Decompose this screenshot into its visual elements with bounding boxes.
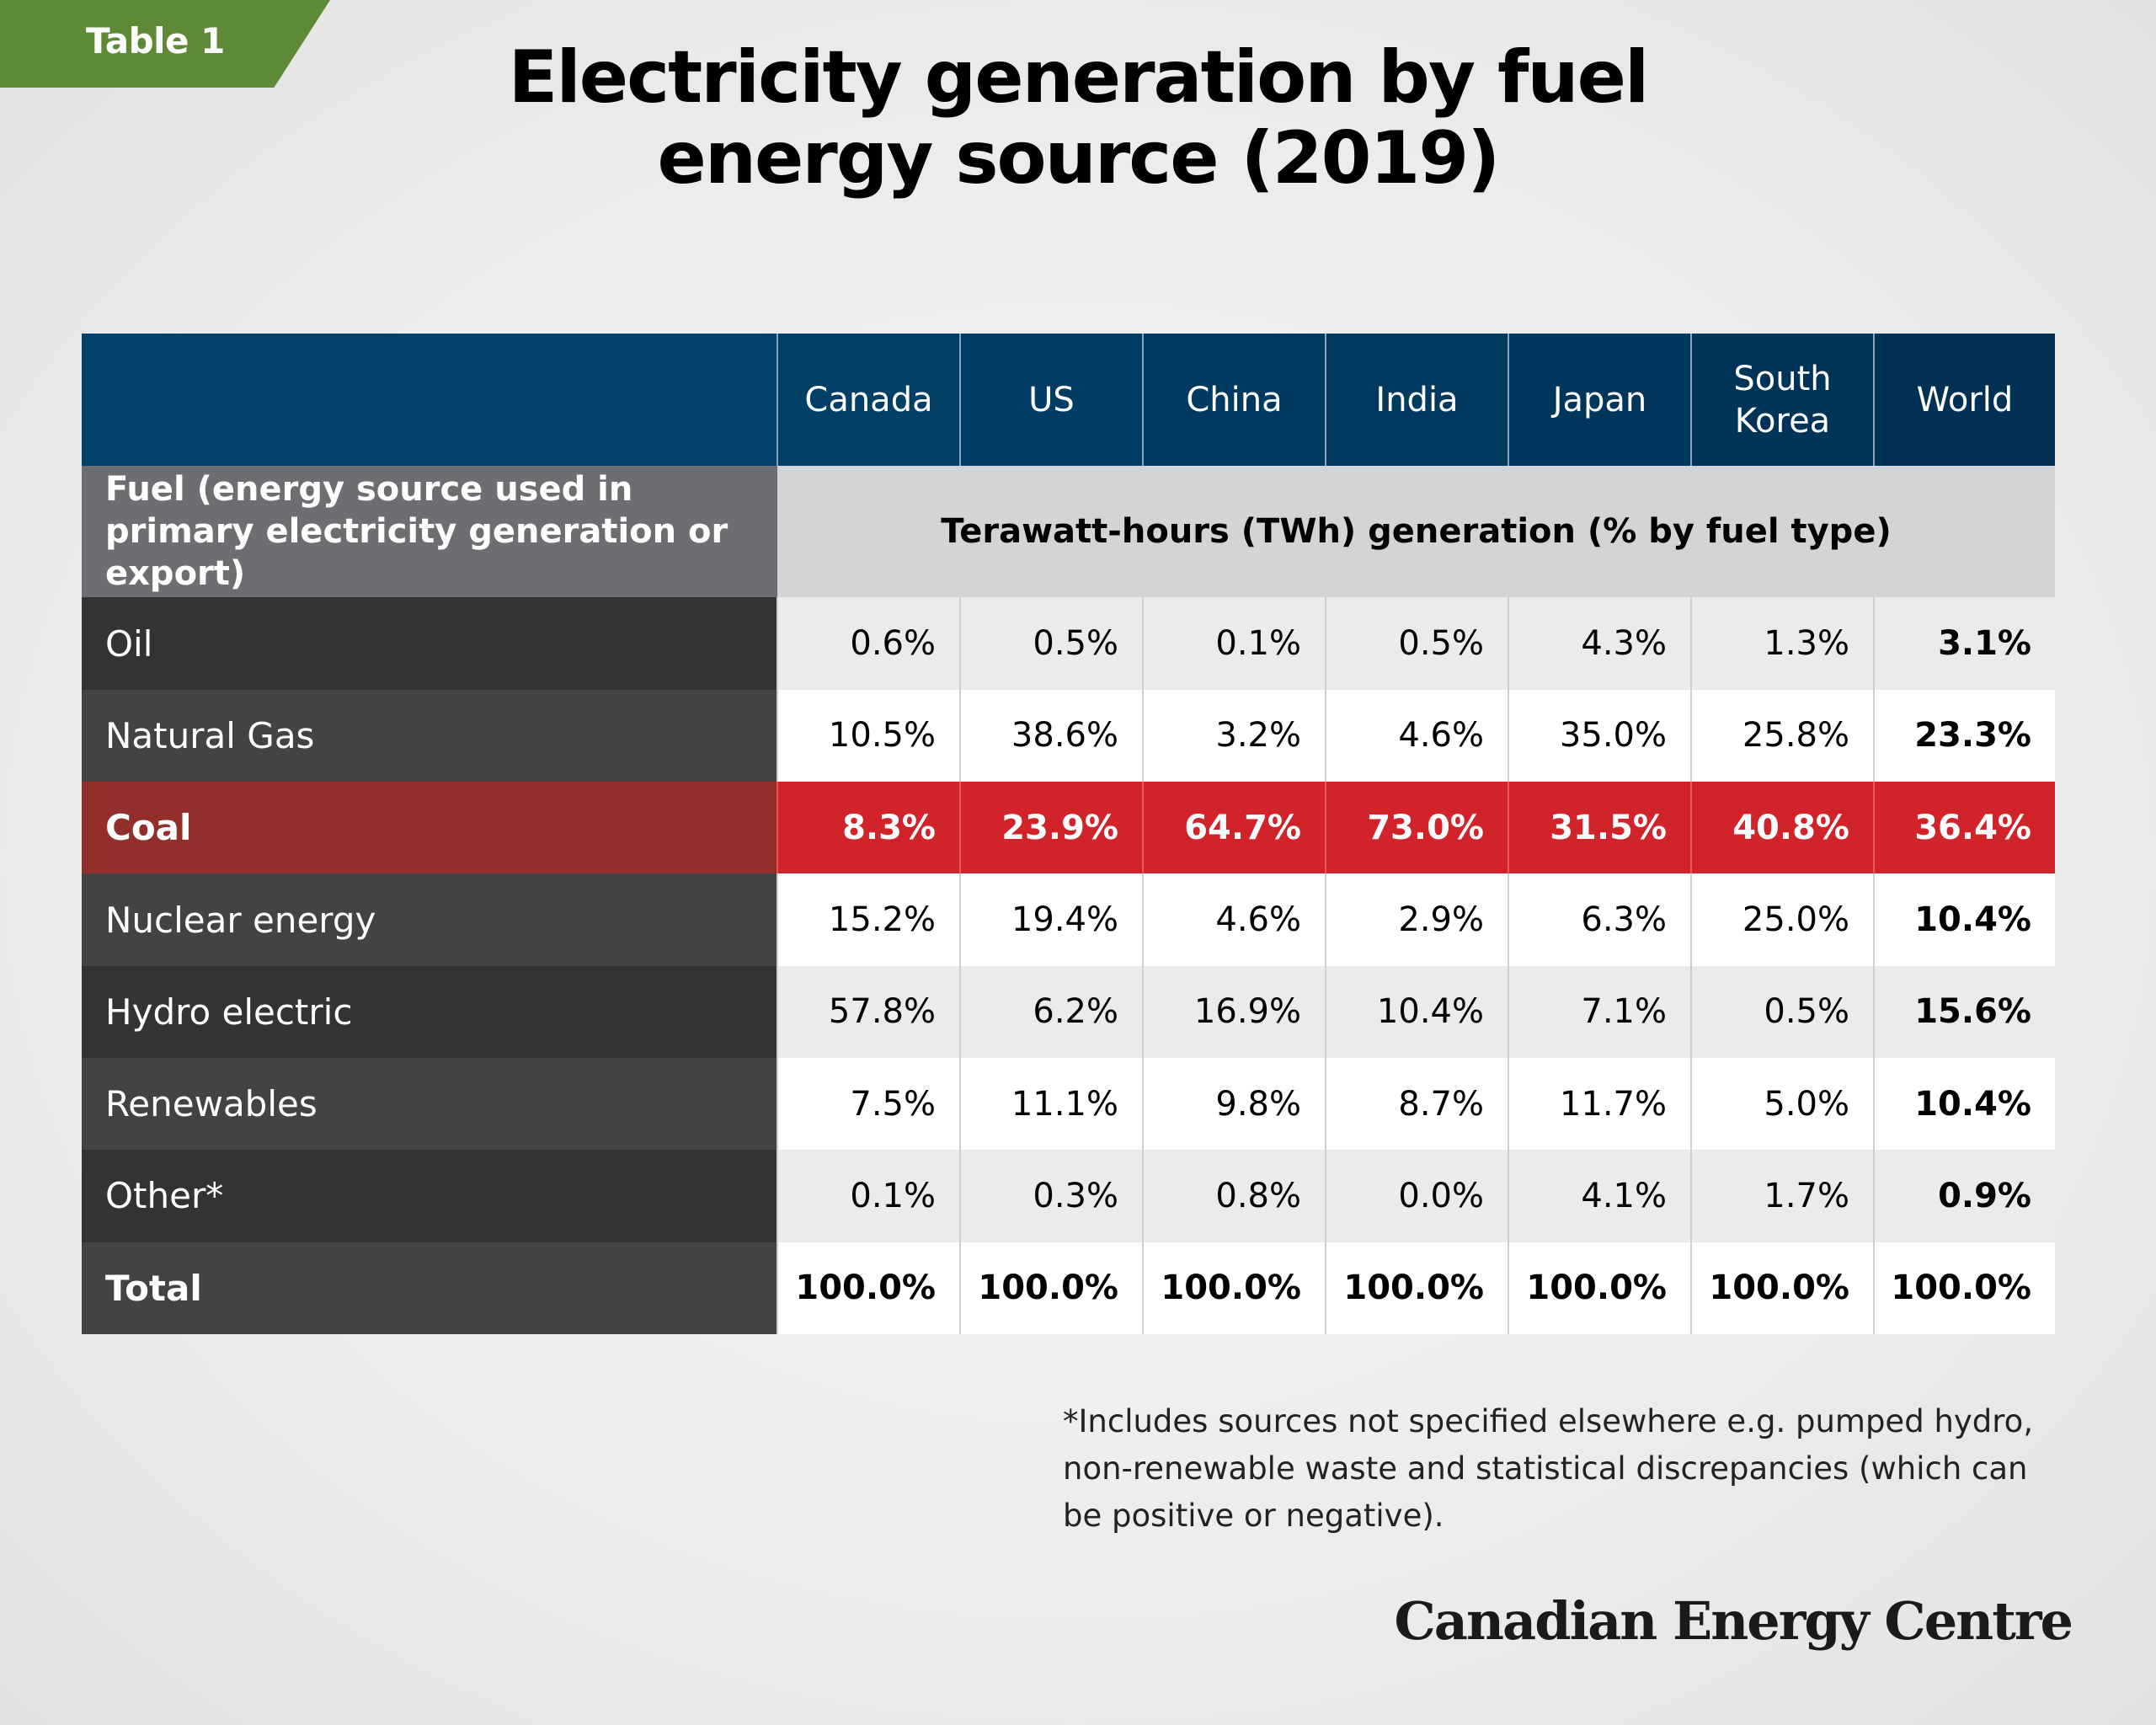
row-label: Other* [82, 1150, 777, 1242]
table-cell: 3.2% [1142, 689, 1326, 782]
column-header: Japan [1508, 334, 1691, 466]
table-cell: 0.0% [1325, 1150, 1508, 1242]
table-cell: 38.6% [959, 689, 1143, 782]
table-cell: 8.3% [776, 782, 960, 874]
chart-title-line-2: energy source (2019) [657, 116, 1501, 200]
table-cell: 2.9% [1325, 873, 1508, 966]
table-cell: 10.4% [1325, 965, 1508, 1059]
table-cell: 23.3% [1873, 689, 2055, 782]
table-row: Total 100.0% 100.0% 100.0% 100.0% 100.0% 100.0… [82, 1242, 2055, 1334]
table-cell: 10.5% [776, 689, 960, 782]
table-cell: 64.7% [1142, 782, 1326, 874]
table-cell: 57.8% [776, 965, 960, 1059]
row-label: Natural Gas [82, 689, 777, 782]
table-row: Natural Gas 10.5% 38.6% 3.2% 4.6% 35.0% 25.8% 2… [82, 689, 2055, 782]
table-cell: 0.5% [1690, 965, 1874, 1059]
table-cell: 23.9% [959, 782, 1143, 874]
table-cell: 100.0% [1325, 1242, 1508, 1334]
table-cell: 0.9% [1873, 1150, 2055, 1242]
table-cell: 40.8% [1690, 782, 1874, 874]
table-cell: 0.8% [1142, 1150, 1326, 1242]
table-cell: 4.1% [1508, 1150, 1691, 1242]
table-cell: 15.6% [1873, 965, 2055, 1059]
subheader-row: Fuel (energy source used in primary elec… [82, 466, 2055, 598]
table-cell: 6.3% [1508, 873, 1691, 966]
row-header-label: Fuel (energy source used in primary elec… [82, 466, 777, 598]
table-cell: 8.7% [1325, 1058, 1508, 1151]
table-row: Hydro electric 57.8% 6.2% 16.9% 10.4% 7.1% 0.5… [82, 965, 2055, 1059]
brand-logo: Canadian Energy Centre [1394, 1590, 2073, 1652]
table-cell: 7.1% [1508, 965, 1691, 1059]
table-cell: 10.4% [1873, 1058, 2055, 1151]
column-header-row: Canada US China India Japan South Korea World [82, 334, 2055, 466]
table-cell: 31.5% [1508, 782, 1691, 874]
row-label: Renewables [82, 1058, 777, 1151]
table-cell: 100.0% [776, 1242, 960, 1334]
footnote: *Includes sources not specified elsewher… [1063, 1403, 2034, 1534]
table-row: Other* 0.1% 0.3% 0.8% 0.0% 4.1% 1.7% 0.9% [82, 1150, 2055, 1242]
table-cell: 25.0% [1690, 873, 1874, 966]
table-cell: 4.6% [1142, 873, 1326, 966]
chart-title-line-1: Electricity generation by fuel [508, 35, 1650, 120]
table-cell: 6.2% [959, 965, 1143, 1059]
table-cell: 1.3% [1690, 597, 1874, 690]
column-header: China [1142, 334, 1326, 466]
row-label: Oil [82, 597, 777, 690]
table-cell: 0.1% [776, 1150, 960, 1242]
table-cell: 100.0% [1873, 1242, 2055, 1334]
table-cell: 10.4% [1873, 873, 2055, 966]
table-cell: 5.0% [1690, 1058, 1874, 1151]
header-blank-cell [82, 334, 777, 466]
column-header: World [1873, 334, 2055, 466]
column-header: Canada [776, 334, 960, 466]
table-cell: 100.0% [1690, 1242, 1874, 1334]
table-cell: 36.4% [1873, 782, 2055, 874]
table-cell: 35.0% [1508, 689, 1691, 782]
table-cell: 3.1% [1873, 597, 2055, 690]
column-header: US [959, 334, 1143, 466]
row-label: Nuclear energy [82, 873, 777, 966]
table-cell: 11.7% [1508, 1058, 1691, 1151]
table-cell: 16.9% [1142, 965, 1326, 1059]
table-cell: 0.1% [1142, 597, 1326, 690]
data-table: Canada US China India Japan South Korea World … [82, 334, 2055, 1334]
column-header: India [1325, 334, 1508, 466]
table-number-label: Table 1 [86, 20, 225, 61]
table-row: Coal 8.3% 23.9% 64.7% 73.0% 31.5% 40.8% 36.4% [82, 782, 2055, 874]
table-cell: 73.0% [1325, 782, 1508, 874]
table-cell: 9.8% [1142, 1058, 1326, 1151]
table-cell: 0.3% [959, 1150, 1143, 1242]
table-cell: 11.1% [959, 1058, 1143, 1151]
column-header: South Korea [1690, 334, 1874, 466]
row-label: Hydro electric [82, 965, 777, 1059]
table-cell: 1.7% [1690, 1150, 1874, 1242]
table-cell: 0.6% [776, 597, 960, 690]
table-cell: 19.4% [959, 873, 1143, 966]
table-cell: 0.5% [959, 597, 1143, 690]
table-cell: 15.2% [776, 873, 960, 966]
unit-label: Terawatt-hours (TWh) generation (% by fu… [777, 466, 2055, 598]
table-cell: 4.6% [1325, 689, 1508, 782]
table-cell: 7.5% [776, 1058, 960, 1151]
table-cell: 4.3% [1508, 597, 1691, 690]
table-cell: 25.8% [1690, 689, 1874, 782]
table-cell: 100.0% [959, 1242, 1143, 1334]
table-row: Nuclear energy 15.2% 19.4% 4.6% 2.9% 6.3% 25.0… [82, 873, 2055, 966]
table-row: Renewables 7.5% 11.1% 9.8% 8.7% 11.7% 5.0% 10.4… [82, 1058, 2055, 1151]
row-label: Coal [82, 782, 777, 874]
table-cell: 100.0% [1142, 1242, 1326, 1334]
table-cell: 0.5% [1325, 597, 1508, 690]
row-label: Total [82, 1242, 777, 1334]
table-row: Oil 0.6% 0.5% 0.1% 0.5% 4.3% 1.3% 3.1% [82, 597, 2055, 690]
chart-title: Electricity generation by fuel energy so… [320, 37, 1836, 199]
table-cell: 100.0% [1508, 1242, 1691, 1334]
table-number-tag: Table 1 [0, 0, 330, 88]
